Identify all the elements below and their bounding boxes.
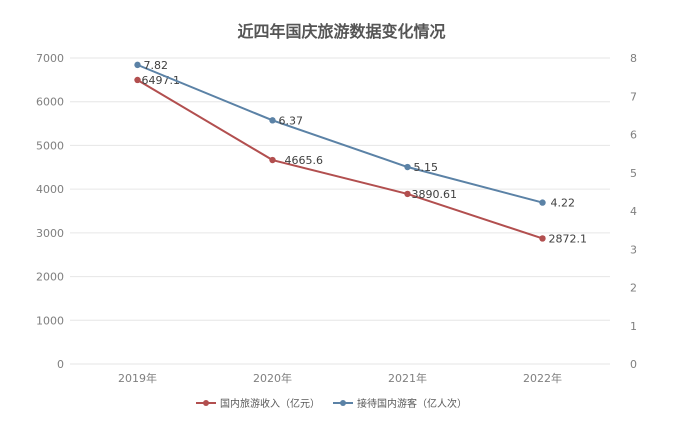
data-point	[539, 235, 546, 242]
data-point	[269, 117, 276, 124]
y-left-tick-label: 5000	[36, 139, 64, 152]
y-right-tick-label: 7	[630, 90, 637, 103]
y-left-tick-label: 7000	[36, 52, 64, 65]
x-tick-label: 2019年	[118, 371, 157, 385]
y-left-tick-label: 3000	[36, 227, 64, 240]
y-left-tick-label: 4000	[36, 183, 64, 196]
y-left-tick-label: 1000	[36, 314, 64, 327]
y-right-tick-label: 3	[630, 243, 637, 256]
data-point	[134, 61, 141, 69]
legend-marker	[203, 400, 209, 406]
x-tick-label: 2021年	[388, 371, 427, 385]
y-left-tick-label: 6000	[36, 96, 64, 109]
x-tick-label: 2022年	[523, 371, 562, 385]
data-point	[134, 76, 141, 84]
y-right-tick-label: 8	[630, 52, 637, 65]
legend-label: 接待国内游客（亿人次）	[357, 397, 467, 410]
x-tick-label: 2020年	[253, 371, 292, 385]
data-label: 6.37	[279, 114, 304, 127]
data-label: 3890.61	[412, 188, 458, 201]
y-left-tick-label: 2000	[36, 271, 64, 284]
y-right-tick-label: 0	[630, 358, 637, 371]
chart-title: 近四年国庆旅游数据变化情况	[237, 22, 446, 41]
data-label: 4.22	[551, 197, 576, 210]
y-right-tick-label: 5	[630, 167, 637, 180]
data-label: 7.82	[144, 59, 169, 72]
y-right-tick-label: 2	[630, 282, 637, 295]
data-point	[269, 156, 276, 164]
y-right-tick-label: 6	[630, 129, 637, 142]
data-label: 4665.6	[285, 154, 324, 167]
data-label: 5.15	[414, 161, 439, 174]
data-label: 2872.1	[549, 232, 588, 245]
data-point	[404, 190, 411, 198]
data-point	[404, 163, 411, 171]
y-right-tick-label: 1	[630, 320, 637, 333]
y-right-tick-label: 4	[630, 205, 637, 218]
y-left-tick-label: 0	[57, 358, 64, 371]
data-point	[539, 199, 546, 206]
legend-label: 国内旅游收入（亿元）	[220, 397, 320, 410]
series-line	[136, 79, 543, 240]
data-label: 6497.1	[142, 74, 181, 87]
legend-marker	[340, 400, 346, 406]
series-line	[137, 63, 543, 204]
